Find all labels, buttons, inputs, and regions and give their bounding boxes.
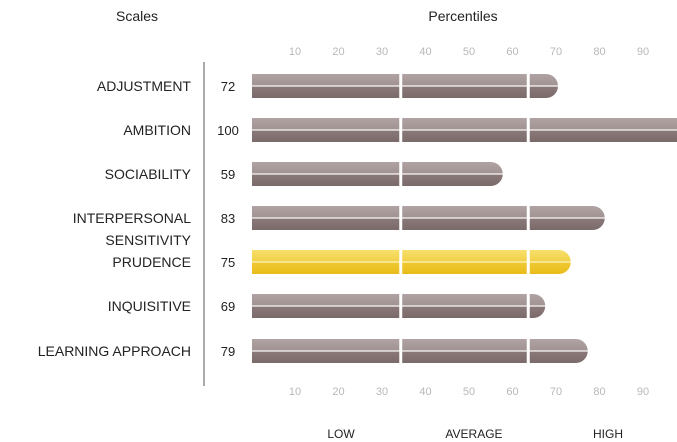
bottom-tick-label: 60	[506, 386, 518, 398]
scale-row: INQUISITIVE 69	[108, 293, 546, 319]
scale-row: ADJUSTMENT 72	[97, 73, 558, 99]
top-tick-label: 10	[289, 46, 301, 58]
top-tick-label: 60	[506, 46, 518, 58]
bar	[252, 162, 503, 186]
top-tick-label: 70	[550, 46, 562, 58]
percentile-value: 72	[221, 79, 235, 94]
top-tick-label: 30	[376, 46, 388, 58]
scale-row: INTERPERSONAL SENSITIVITY 83	[73, 205, 605, 248]
bar-highlighted	[252, 250, 571, 274]
scale-label: PRUDENCE	[112, 254, 191, 270]
percentile-value: 69	[221, 299, 235, 314]
percentile-value: 100	[217, 123, 239, 138]
bottom-tick-label: 40	[419, 386, 431, 398]
top-tick-label: 90	[637, 46, 649, 58]
bottom-tick-label: 10	[289, 386, 301, 398]
scale-label: LEARNING APPROACH	[38, 343, 191, 359]
percentiles-header: Percentiles	[428, 8, 497, 24]
percentile-value: 83	[221, 211, 235, 226]
bottom-tick-label: 70	[550, 386, 562, 398]
bar	[252, 74, 558, 98]
scale-row: AMBITION 100	[123, 117, 677, 143]
scale-label: INTERPERSONAL SENSITIVITY	[73, 210, 192, 248]
percentile-value: 59	[221, 167, 235, 182]
band-label-average: AVERAGE	[445, 427, 502, 441]
scale-row: PRUDENCE 75	[112, 249, 571, 275]
bar	[252, 294, 546, 318]
bar	[252, 339, 588, 363]
top-tick-label: 20	[332, 46, 344, 58]
scales-header: Scales	[116, 8, 158, 24]
scale-label: SOCIABILITY	[105, 166, 192, 182]
percentile-value: 75	[221, 255, 235, 270]
top-tick-label: 40	[419, 46, 431, 58]
scale-label: ADJUSTMENT	[97, 78, 192, 94]
top-tick-labels: 10 20 30 40 50 60 70 80 90	[289, 46, 649, 58]
band-label-high: HIGH	[593, 427, 623, 441]
top-tick-label: 80	[593, 46, 605, 58]
bottom-tick-label: 30	[376, 386, 388, 398]
scale-row: SOCIABILITY 59	[105, 161, 503, 187]
bottom-tick-labels: 10 20 30 40 50 60 70 80 90	[289, 386, 649, 398]
bottom-tick-label: 20	[332, 386, 344, 398]
band-label-low: LOW	[327, 427, 355, 441]
scale-label: INQUISITIVE	[108, 298, 191, 314]
top-tick-label: 50	[463, 46, 475, 58]
bar	[252, 206, 605, 230]
bottom-tick-label: 50	[463, 386, 475, 398]
scale-label: AMBITION	[123, 122, 191, 138]
bottom-tick-label: 90	[637, 386, 649, 398]
bottom-tick-label: 80	[593, 386, 605, 398]
bar	[252, 118, 677, 142]
scale-row: LEARNING APPROACH 79	[38, 338, 588, 364]
percentile-value: 79	[221, 344, 235, 359]
chart-rows: ADJUSTMENT 72 AMBITION 100 SOCIABILITY 59 INTE…	[38, 73, 677, 364]
